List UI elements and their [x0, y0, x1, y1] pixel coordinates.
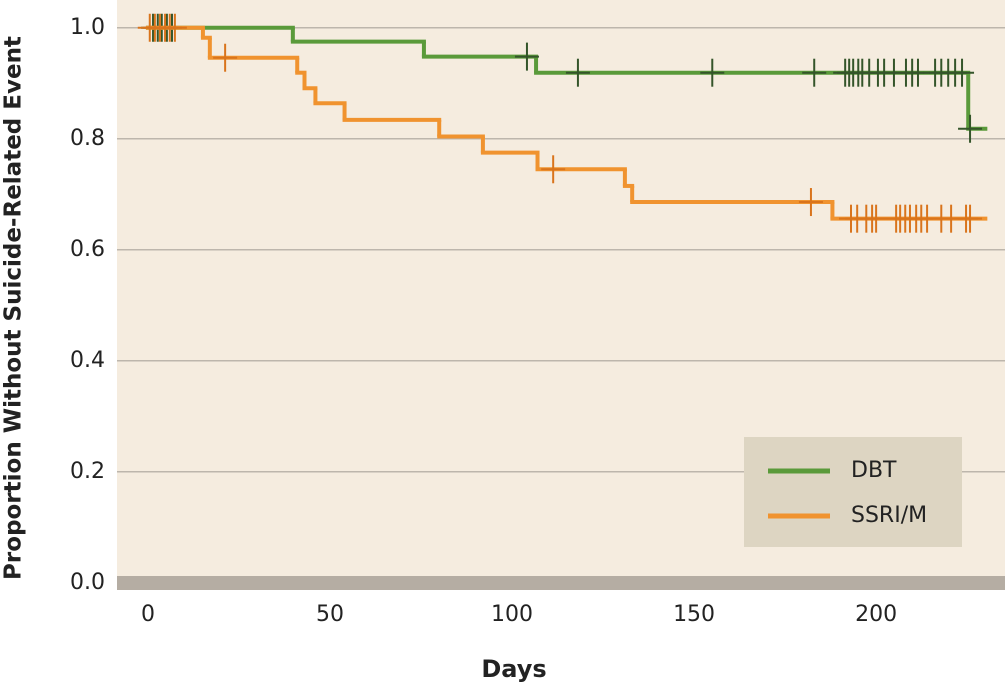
legend-label: DBT — [851, 458, 897, 483]
y-tick-label: 0.0 — [70, 570, 105, 595]
censor-mark — [213, 43, 238, 72]
censor-mark — [864, 204, 889, 233]
censor-mark — [958, 204, 983, 233]
legend-label: SSRI/M — [851, 503, 927, 528]
x-tick-label: 150 — [673, 602, 715, 627]
x-tick-label: 200 — [855, 602, 897, 627]
x-tick-label: 0 — [141, 602, 155, 627]
y-tick-label: 0.2 — [70, 459, 105, 484]
y-tick-label: 1.0 — [70, 15, 105, 40]
y-tick-label: 0.6 — [70, 237, 105, 262]
censor-mark — [700, 58, 725, 87]
x-tick-label: 50 — [316, 602, 344, 627]
y-tick-label: 0.8 — [70, 126, 105, 151]
censor-mark — [798, 188, 823, 217]
x-axis-label: Days — [481, 655, 546, 683]
censor-mark — [802, 58, 827, 87]
censor-mark — [565, 58, 590, 87]
censor-mark — [514, 42, 539, 71]
censor-mark — [958, 114, 983, 143]
censor-mark — [950, 58, 975, 87]
y-axis-label: Proportion Without Suicide-Related Event — [1, 36, 27, 580]
legend-box — [744, 437, 962, 547]
y-tick-label: 0.4 — [70, 348, 105, 373]
censor-mark — [162, 13, 187, 42]
censor-mark — [541, 155, 566, 184]
x-tick-label: 100 — [491, 602, 533, 627]
